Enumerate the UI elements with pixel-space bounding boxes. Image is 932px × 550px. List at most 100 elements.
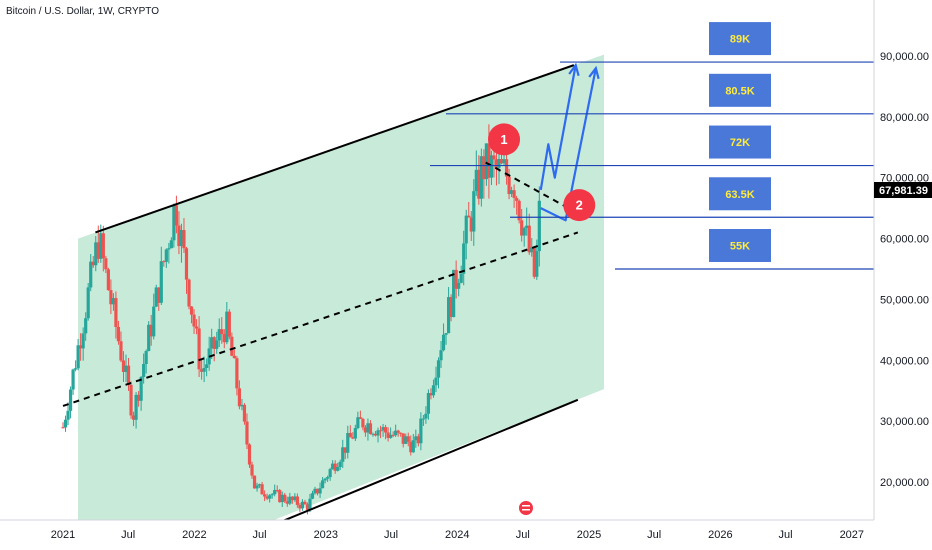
descending-trendline	[485, 161, 569, 210]
candle-body	[497, 159, 501, 168]
candle-body	[222, 334, 226, 343]
candle-body	[489, 155, 494, 178]
candle-body	[326, 477, 330, 479]
candle-body	[535, 251, 539, 277]
candle-body	[411, 440, 415, 453]
candle-body	[149, 324, 153, 337]
candle-body	[479, 156, 483, 199]
candle-body	[454, 269, 458, 289]
y-tick-label: 50,000.00	[880, 294, 929, 306]
candle-body	[331, 463, 335, 470]
price-axis-panel[interactable]	[874, 0, 932, 550]
candle-body	[61, 427, 65, 429]
candle-body	[154, 287, 158, 307]
candle-body	[96, 242, 100, 259]
candle-body	[260, 484, 264, 495]
candle-body	[527, 225, 531, 253]
candle-body	[361, 418, 365, 428]
candle-body	[444, 333, 448, 335]
candle-body	[515, 197, 519, 201]
target-label: 89K	[730, 34, 750, 46]
candle-body	[126, 365, 131, 385]
candle-body	[142, 363, 146, 377]
marker-circle	[563, 189, 596, 222]
candle-body	[484, 143, 488, 180]
candle-body	[129, 384, 133, 416]
candle-body	[169, 240, 173, 249]
candle-body	[273, 489, 277, 495]
candle-body	[227, 311, 231, 337]
candle-body	[305, 504, 310, 510]
candle-body	[139, 376, 143, 401]
candle-body	[114, 298, 118, 327]
candle-body	[459, 273, 463, 283]
candle-body	[404, 436, 408, 444]
candle-body	[336, 467, 340, 471]
candle-body	[242, 404, 247, 422]
candle-body	[424, 413, 428, 419]
candle-body	[449, 297, 453, 318]
candle-body	[237, 388, 242, 407]
candle-body	[300, 501, 305, 509]
candle-body	[215, 340, 219, 349]
candle-body	[426, 393, 431, 414]
candle-body	[383, 427, 388, 433]
candle-body	[71, 369, 75, 390]
channel-fill	[78, 54, 604, 520]
target-box[interactable]	[709, 73, 771, 107]
candle-body	[257, 484, 262, 486]
time-axis-panel[interactable]	[0, 520, 932, 550]
candle-body	[278, 490, 282, 503]
candle-body	[270, 494, 274, 496]
event-flag-icon[interactable]	[518, 501, 533, 515]
candle-body	[315, 488, 320, 494]
target-box[interactable]	[709, 229, 771, 262]
candle-body	[368, 423, 373, 434]
candle-body	[265, 496, 269, 499]
candle-body	[441, 334, 446, 351]
candle-body	[200, 369, 204, 372]
candle-body	[121, 360, 126, 372]
candle-body	[499, 159, 504, 164]
target-box[interactable]	[709, 177, 771, 211]
candle-body	[512, 190, 516, 198]
candle-body	[194, 326, 199, 329]
candle-body	[192, 314, 196, 327]
candle-body	[409, 441, 413, 453]
candle-body	[111, 298, 116, 305]
y-tick-label: 70,000.00	[880, 173, 929, 185]
x-tick-label: 2024	[445, 529, 469, 541]
candle-body	[245, 421, 249, 445]
candle-body	[99, 233, 103, 259]
candle-body	[217, 329, 221, 341]
candle-body	[472, 191, 476, 232]
candle-body	[308, 498, 312, 510]
candle-body	[68, 389, 73, 411]
candle-body	[358, 417, 362, 419]
target-box[interactable]	[709, 125, 771, 159]
candle-body	[467, 215, 471, 218]
candle-body	[504, 159, 509, 177]
candle-body	[366, 423, 370, 433]
y-tick-label: 80,000.00	[880, 112, 929, 124]
candle-body	[356, 417, 360, 429]
target-box[interactable]	[709, 22, 771, 56]
symbol-title: Bitcoin / U.S. Dollar, 1W, CRYPTO	[6, 6, 160, 17]
candle-body	[232, 355, 236, 359]
channel-lower-line	[273, 398, 579, 526]
candle-body	[401, 433, 405, 444]
candle-body	[89, 261, 93, 288]
candle-body	[530, 247, 534, 253]
candle-body	[303, 501, 307, 505]
candle-body	[275, 489, 279, 491]
candle-body	[351, 437, 355, 439]
candle-body	[197, 328, 201, 370]
x-tick-label: 2026	[708, 529, 732, 541]
candle-body	[131, 415, 136, 420]
candle-body	[474, 169, 478, 192]
candle-body	[381, 427, 385, 431]
candle-body	[318, 488, 322, 494]
candle-body	[348, 433, 352, 438]
